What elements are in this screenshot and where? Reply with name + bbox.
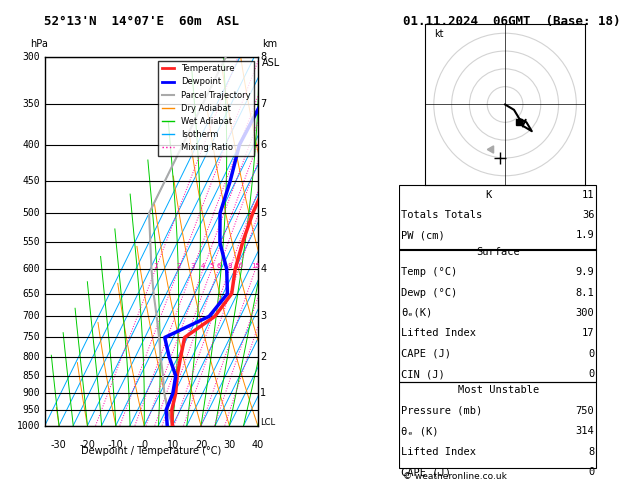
Text: 11: 11	[582, 190, 594, 200]
Text: Lifted Index: Lifted Index	[401, 447, 476, 457]
Text: CAPE (J): CAPE (J)	[401, 467, 451, 477]
Text: 900: 900	[23, 388, 40, 399]
Text: CAPE (J): CAPE (J)	[401, 349, 451, 359]
Text: 450: 450	[23, 176, 40, 186]
Text: 8: 8	[260, 52, 266, 62]
Text: 500: 500	[23, 208, 40, 218]
Text: 6: 6	[216, 263, 221, 269]
Text: 15: 15	[251, 263, 260, 269]
Text: -20: -20	[79, 440, 95, 451]
Text: Temp (°C): Temp (°C)	[401, 267, 457, 277]
Legend: Temperature, Dewpoint, Parcel Trajectory, Dry Adiabat, Wet Adiabat, Isotherm, Mi: Temperature, Dewpoint, Parcel Trajectory…	[159, 61, 254, 156]
Text: 1: 1	[260, 388, 266, 399]
Text: 52°13'N  14°07'E  60m  ASL: 52°13'N 14°07'E 60m ASL	[44, 15, 239, 28]
Text: 4: 4	[201, 263, 206, 269]
Text: 750: 750	[576, 406, 594, 416]
Text: 30: 30	[223, 440, 236, 451]
Text: km: km	[262, 39, 277, 50]
Text: 3: 3	[191, 263, 195, 269]
Text: Pressure (mb): Pressure (mb)	[401, 406, 482, 416]
Bar	[399, 382, 596, 468]
Text: 0: 0	[588, 369, 594, 379]
Text: 0: 0	[141, 440, 147, 451]
Text: 400: 400	[23, 140, 40, 150]
Text: 6: 6	[260, 140, 266, 150]
Text: -10: -10	[108, 440, 124, 451]
Text: θₑ (K): θₑ (K)	[401, 426, 439, 436]
Text: 350: 350	[23, 99, 40, 109]
Text: 600: 600	[23, 264, 40, 274]
Text: 40: 40	[252, 440, 264, 451]
Text: 750: 750	[23, 332, 40, 343]
Text: ASL: ASL	[262, 58, 281, 68]
Text: 4: 4	[260, 264, 266, 274]
Text: 20: 20	[195, 440, 208, 451]
Text: 17: 17	[582, 329, 594, 338]
Text: 850: 850	[23, 371, 40, 381]
Text: Lifted Index: Lifted Index	[401, 329, 476, 338]
Text: Surface: Surface	[476, 247, 520, 257]
Text: 650: 650	[23, 289, 40, 298]
Bar	[399, 249, 596, 382]
Text: K: K	[486, 190, 492, 200]
Text: PW (cm): PW (cm)	[401, 230, 445, 241]
Text: 10: 10	[167, 440, 179, 451]
Text: 8: 8	[588, 447, 594, 457]
Text: LCL: LCL	[260, 418, 276, 427]
Bar	[399, 185, 596, 250]
Text: 550: 550	[23, 238, 40, 247]
Text: 1000: 1000	[17, 420, 40, 431]
Text: 0: 0	[588, 467, 594, 477]
Text: Most Unstable: Most Unstable	[457, 385, 539, 396]
Text: 314: 314	[576, 426, 594, 436]
Text: 2: 2	[176, 263, 181, 269]
Text: 300: 300	[23, 52, 40, 62]
Text: 1: 1	[153, 263, 158, 269]
Text: 0: 0	[588, 349, 594, 359]
Text: 8: 8	[228, 263, 232, 269]
X-axis label: Dewpoint / Temperature (°C): Dewpoint / Temperature (°C)	[81, 447, 221, 456]
Text: θₑ(K): θₑ(K)	[401, 308, 433, 318]
Text: 10: 10	[235, 263, 243, 269]
Text: 300: 300	[576, 308, 594, 318]
Text: kt: kt	[434, 29, 443, 39]
Text: 36: 36	[582, 210, 594, 220]
Text: 8.1: 8.1	[576, 288, 594, 297]
Text: © weatheronline.co.uk: © weatheronline.co.uk	[403, 472, 506, 481]
Text: 800: 800	[23, 352, 40, 362]
Text: Totals Totals: Totals Totals	[401, 210, 482, 220]
Text: 700: 700	[23, 312, 40, 321]
Text: 01.11.2024  06GMT  (Base: 18): 01.11.2024 06GMT (Base: 18)	[403, 15, 620, 28]
Text: 9.9: 9.9	[576, 267, 594, 277]
Text: 2: 2	[260, 352, 267, 362]
Text: CIN (J): CIN (J)	[401, 369, 445, 379]
Text: 5: 5	[260, 208, 267, 218]
Text: Dewp (°C): Dewp (°C)	[401, 288, 457, 297]
Text: hPa: hPa	[30, 39, 48, 50]
Text: 1.9: 1.9	[576, 230, 594, 241]
Text: 5: 5	[209, 263, 214, 269]
Text: 950: 950	[23, 405, 40, 415]
Text: 7: 7	[260, 99, 267, 109]
Text: -30: -30	[51, 440, 67, 451]
Text: 3: 3	[260, 312, 266, 321]
